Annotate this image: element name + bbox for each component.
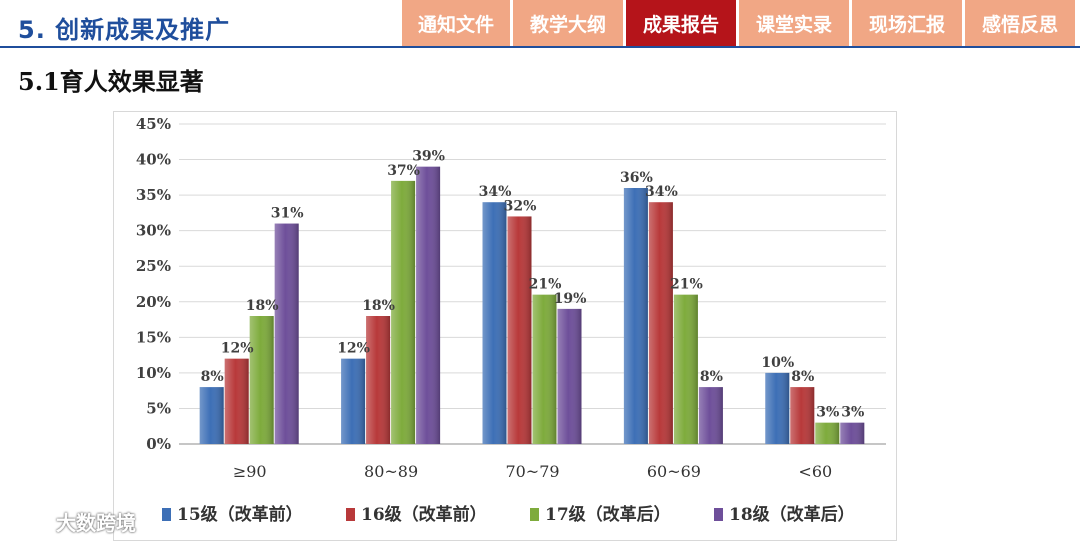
data-label: 12% <box>337 341 370 357</box>
bar-shade <box>366 316 391 444</box>
y-tick-label: 20% <box>136 293 171 311</box>
data-label: 21% <box>529 277 562 293</box>
bar-shade <box>507 216 532 444</box>
data-label: 8% <box>201 369 224 385</box>
y-tick-label: 25% <box>136 257 171 275</box>
bar-shade <box>224 358 249 444</box>
legend-label: 15级（改革前） <box>177 504 303 525</box>
grade-distribution-chart: 8%12%18%31%12%18%37%39%34%32%21%19%36%34… <box>136 115 886 525</box>
legend-label: 16级（改革前） <box>361 504 487 525</box>
bar-shade <box>482 202 507 444</box>
page-subtitle: 5.1育人效果显著 <box>18 67 204 96</box>
bar-shade <box>557 308 582 444</box>
data-label: 21% <box>670 277 703 293</box>
legend-swatch <box>346 508 355 521</box>
bar-shade <box>532 294 557 444</box>
legend-swatch <box>530 508 539 521</box>
title-divider <box>0 46 1080 48</box>
bar-shade <box>815 422 840 444</box>
data-label: 19% <box>554 291 587 307</box>
y-tick-label: 35% <box>136 186 171 204</box>
data-label: 37% <box>387 163 420 179</box>
y-tick-label: 5% <box>146 399 171 417</box>
tab-notice-documents[interactable]: 通知文件 <box>402 0 510 46</box>
legend-label: 17级（改革后） <box>545 504 671 525</box>
data-label: 18% <box>246 298 279 314</box>
data-label: 18% <box>362 298 395 314</box>
watermark-text: 大数跨境 <box>56 510 136 535</box>
data-label: 10% <box>761 355 794 371</box>
bar-shade <box>416 166 441 444</box>
data-label: 31% <box>271 206 304 222</box>
section-title: 5. 创新成果及推广 <box>18 16 231 44</box>
legend-swatch <box>162 508 171 521</box>
bar-shade <box>840 422 865 444</box>
y-tick-label: 45% <box>136 115 171 133</box>
chart-frame: 8% 12% 18% 31% 12% 18% 37% 39% 34% 32% 21% 19% 36% 34… <box>113 111 897 541</box>
tab-reflection[interactable]: 感悟反思 <box>965 0 1075 46</box>
bar-shade <box>249 316 274 444</box>
watermark-logo-icon <box>7 508 49 532</box>
bar-shade <box>391 180 416 444</box>
nav-tabs: 通知文件 教学大纲 成果报告 课堂实录 现场汇报 感悟反思 <box>402 0 1078 46</box>
y-tick-label: 15% <box>136 328 171 346</box>
bar-shade <box>648 202 673 444</box>
bar-shade <box>673 294 698 444</box>
tab-live-presentation[interactable]: 现场汇报 <box>852 0 962 46</box>
bar-shade <box>790 387 815 444</box>
data-label: 12% <box>221 341 254 357</box>
data-label: 8% <box>700 369 723 385</box>
x-tick-label: 80~89 <box>364 462 418 481</box>
x-tick-label: ≥90 <box>233 462 267 481</box>
y-tick-label: 30% <box>136 222 171 240</box>
data-label: 39% <box>412 149 445 165</box>
tab-class-recording[interactable]: 课堂实录 <box>739 0 849 46</box>
legend-swatch <box>714 508 723 521</box>
bar-shade <box>698 387 723 444</box>
data-label: 3% <box>841 405 864 421</box>
data-label: 32% <box>504 198 537 214</box>
bar-shade <box>199 387 224 444</box>
y-tick-label: 10% <box>136 364 171 382</box>
tab-syllabus[interactable]: 教学大纲 <box>513 0 623 46</box>
bar-shade <box>765 372 790 444</box>
bar-shade <box>623 188 648 444</box>
data-label: 3% <box>816 405 839 421</box>
x-tick-label: 70~79 <box>505 462 559 481</box>
data-label: 8% <box>791 369 814 385</box>
data-label: 34% <box>479 184 512 200</box>
bar-shade <box>274 223 299 444</box>
x-tick-label: <60 <box>798 462 832 481</box>
data-label: 34% <box>645 184 678 200</box>
legend-label: 18级（改革后） <box>729 504 855 525</box>
tab-achievement-report[interactable]: 成果报告 <box>626 0 736 46</box>
watermark: 大数跨境 <box>6 505 136 537</box>
y-tick-label: 40% <box>136 151 171 169</box>
bar-shade <box>341 358 366 444</box>
data-label: 36% <box>620 170 653 186</box>
x-tick-label: 60~69 <box>647 462 701 481</box>
y-tick-label: 0% <box>146 435 171 453</box>
